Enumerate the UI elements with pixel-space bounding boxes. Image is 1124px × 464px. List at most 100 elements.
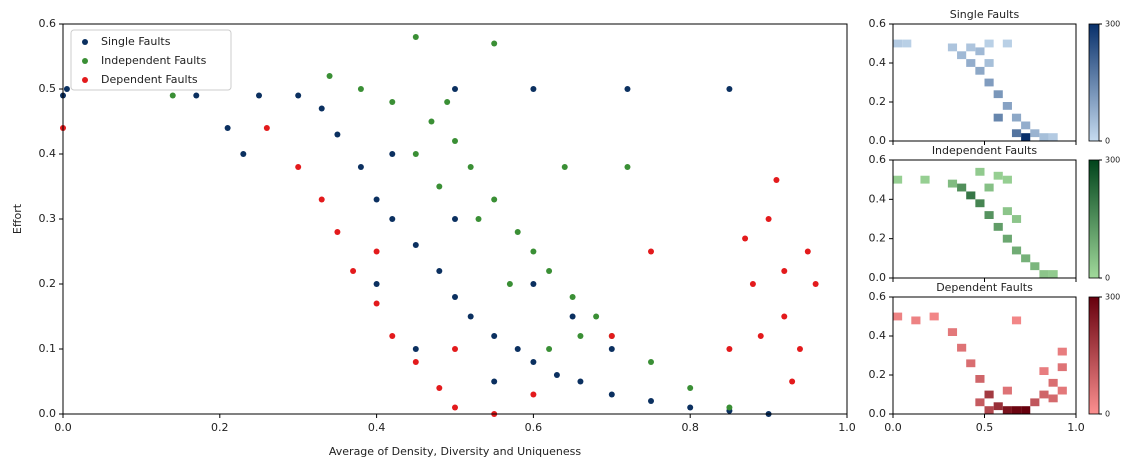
y-tick-label: 0.3: [39, 212, 57, 225]
legend-label: Single Faults: [101, 35, 171, 48]
data-point: [781, 268, 788, 274]
data-point: [452, 404, 458, 411]
heat-cell: [1057, 347, 1067, 356]
data-point: [749, 281, 756, 287]
data-point: [412, 151, 419, 157]
heat-cell: [984, 211, 994, 219]
heat-cell: [966, 43, 976, 52]
heat-cell: [984, 59, 994, 67]
heat-cell: [1002, 234, 1012, 243]
x-tick-label: 1.0: [838, 421, 856, 434]
y-tick-label: 0.4: [39, 147, 57, 160]
heat-cell: [1021, 406, 1031, 414]
data-point: [224, 125, 231, 131]
heat-cell: [1039, 390, 1049, 399]
colorbar-tick-label: 300: [1105, 156, 1120, 165]
heat-cell: [1048, 133, 1058, 141]
plot-frame: [892, 296, 1077, 415]
data-point: [608, 391, 615, 398]
heat-cell: [975, 167, 985, 176]
data-point: [373, 300, 380, 307]
heat-cell: [893, 312, 903, 321]
data-point: [569, 313, 576, 320]
legend-label: Dependent Faults: [101, 73, 198, 86]
y-tick-label: 0.4: [869, 192, 887, 205]
plot-frame: [892, 159, 1077, 279]
y-tick-label: 0.6: [869, 17, 887, 30]
heat-cell: [975, 375, 985, 383]
data-point: [357, 164, 364, 170]
heat-cell: [984, 183, 994, 192]
data-point: [467, 313, 474, 320]
heat-cell: [966, 359, 976, 368]
y-tick-label: 0.2: [39, 277, 57, 290]
heat-cell: [929, 312, 939, 321]
data-point: [514, 346, 521, 352]
x-tick-label: 1.0: [1067, 421, 1085, 434]
legend-marker: [82, 77, 88, 83]
heat-cell: [1030, 129, 1040, 138]
heat-cell: [1021, 133, 1031, 141]
data-point: [624, 164, 631, 170]
heat-cell: [1011, 316, 1022, 325]
data-point: [608, 346, 615, 352]
data-point: [726, 86, 733, 92]
data-point: [757, 333, 764, 339]
data-point: [318, 196, 325, 203]
chart-title: Single Faults: [950, 8, 1020, 21]
data-point: [389, 216, 396, 222]
data-point: [765, 216, 772, 222]
y-tick-label: 0.0: [869, 134, 887, 147]
heat-cell: [1021, 121, 1031, 130]
data-point: [796, 346, 803, 352]
y-tick-label: 0.2: [869, 232, 887, 245]
colorbar: [1088, 296, 1100, 415]
data-point: [389, 151, 396, 157]
heat-cell: [993, 402, 1003, 411]
data-point: [530, 248, 537, 255]
y-tick-label: 0.5: [39, 82, 57, 95]
heat-cell: [1011, 406, 1022, 414]
heat-cell: [1002, 207, 1012, 216]
colorbar-tick-label: 300: [1105, 293, 1120, 302]
data-point: [295, 92, 302, 99]
data-point: [491, 378, 498, 385]
data-point: [256, 92, 262, 99]
data-point: [263, 125, 270, 131]
heat-cell: [1030, 398, 1040, 407]
data-point: [467, 164, 474, 170]
data-point: [781, 313, 788, 320]
x-tick-label: 0.8: [681, 421, 699, 434]
heat-cell: [993, 171, 1003, 180]
chart-title: Independent Faults: [932, 144, 1038, 157]
data-point: [436, 268, 443, 274]
data-point: [530, 391, 537, 398]
data-point: [491, 333, 498, 339]
y-tick-label: 0.0: [869, 271, 887, 284]
data-point: [506, 281, 513, 287]
heat-cell: [1030, 262, 1040, 271]
heat-cell: [1057, 386, 1067, 395]
x-tick-label: 0.0: [884, 421, 902, 434]
heat-cell: [1057, 363, 1067, 372]
data-point: [789, 378, 796, 385]
colorbar-tick-label: 300: [1105, 20, 1120, 29]
data-point: [530, 281, 537, 287]
data-point: [624, 86, 631, 92]
legend-marker: [82, 58, 88, 64]
data-point: [475, 216, 482, 222]
x-tick-label: 0.0: [54, 421, 72, 434]
data-point: [648, 359, 654, 365]
heat-cell: [893, 175, 903, 184]
heat-cell: [975, 47, 985, 56]
data-point: [593, 313, 600, 320]
data-point: [546, 268, 553, 274]
heat-cell: [1048, 394, 1058, 403]
colorbar: [1088, 23, 1100, 142]
colorbar: [1088, 159, 1100, 279]
data-point: [334, 229, 341, 235]
heat-cell: [1002, 175, 1012, 184]
data-point: [412, 34, 419, 40]
heat-cell: [1002, 386, 1012, 395]
heat-cell: [893, 39, 903, 48]
